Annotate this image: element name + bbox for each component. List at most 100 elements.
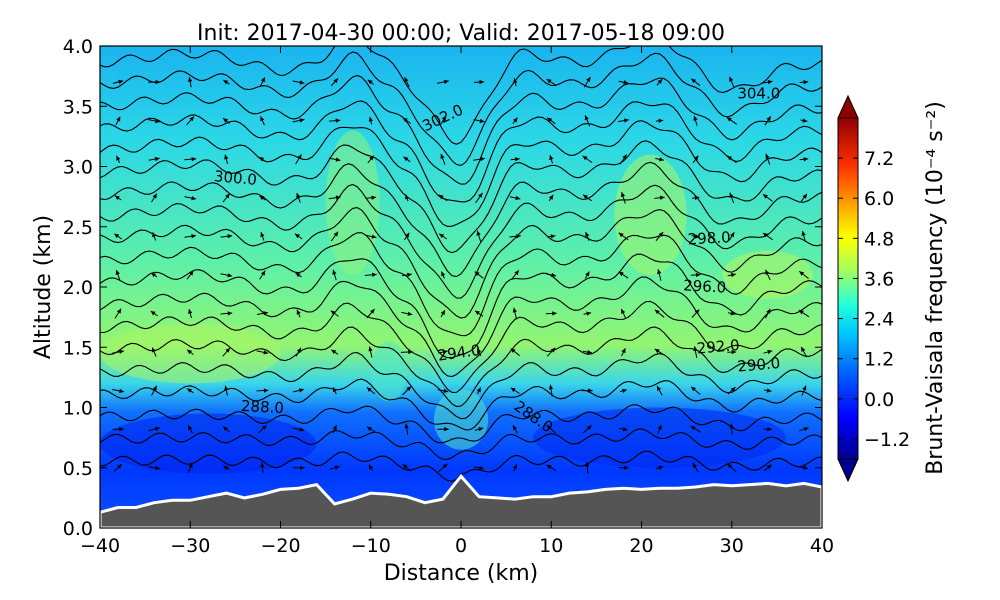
wind-arrow bbox=[692, 462, 700, 473]
wind-arrow bbox=[441, 271, 446, 279]
wind-arrow bbox=[762, 193, 773, 202]
wind-arrow bbox=[619, 154, 628, 165]
wind-arrow bbox=[476, 230, 482, 243]
wind-arrow bbox=[112, 349, 124, 354]
y-tick-label: 0.0 bbox=[63, 518, 93, 540]
colorbar: −1.2 0.0 1.2 2.4 3.6 4.8 6.0 7.2 Brunt-Vaisala … bbox=[837, 94, 948, 483]
field-highlight bbox=[370, 341, 407, 402]
isentrope-line bbox=[100, 183, 822, 299]
wind-arrow bbox=[475, 192, 483, 204]
wind-arrow bbox=[438, 349, 448, 355]
y-tick-label: 3.5 bbox=[63, 96, 93, 118]
wind-arrow bbox=[440, 309, 446, 318]
wind-arrow bbox=[368, 116, 373, 125]
wind-arrow bbox=[548, 384, 554, 397]
wind-arrow bbox=[116, 155, 121, 164]
wind-arrow bbox=[690, 272, 701, 278]
wind-arrow bbox=[474, 310, 484, 317]
wind-arrow bbox=[222, 193, 231, 203]
wind-arrow bbox=[727, 349, 737, 355]
wind-arrow bbox=[294, 233, 303, 240]
wind-arrow bbox=[368, 464, 374, 472]
wind-arrow bbox=[763, 464, 772, 472]
wind-arrow bbox=[549, 154, 554, 164]
field-highlight bbox=[533, 407, 786, 468]
wind-arrow bbox=[692, 155, 699, 164]
wind-arrow bbox=[799, 427, 809, 432]
wind-arrow bbox=[618, 271, 629, 279]
wind-arrow bbox=[727, 272, 736, 278]
wind-arrow bbox=[188, 308, 193, 319]
wind-arrow bbox=[473, 118, 485, 124]
wind-arrow bbox=[582, 425, 592, 434]
wind-arrow bbox=[295, 154, 302, 165]
wind-arrow bbox=[619, 427, 628, 432]
wind-arrow bbox=[186, 388, 194, 394]
contour-label: 298.0 bbox=[687, 228, 731, 248]
wind-arrow bbox=[800, 118, 808, 123]
colorbar-label: Brunt-Vaisala frequency (10⁻⁴ s⁻²) bbox=[923, 101, 948, 475]
wind-arrow bbox=[584, 115, 591, 127]
wind-arrow bbox=[582, 349, 592, 355]
wind-arrow bbox=[295, 347, 302, 357]
wind-arrow bbox=[762, 232, 773, 241]
wind-arrow bbox=[799, 80, 809, 85]
wind-arrow bbox=[293, 388, 304, 393]
wind-arrow bbox=[260, 116, 265, 126]
wind-arrow bbox=[404, 76, 410, 88]
wind-arrow bbox=[693, 346, 698, 358]
wind-arrow bbox=[474, 79, 485, 85]
wind-arrow bbox=[437, 388, 449, 393]
isentrope-line bbox=[100, 74, 822, 185]
isentrope-line bbox=[100, 300, 822, 393]
wind-arrow bbox=[582, 194, 592, 202]
wind-arrow bbox=[512, 117, 518, 125]
wind-arrow bbox=[585, 461, 590, 474]
wind-arrow bbox=[332, 387, 337, 395]
contour-label: 300.0 bbox=[213, 167, 257, 189]
wind-arrow bbox=[800, 193, 808, 203]
terrain bbox=[100, 473, 822, 528]
wind-arrow bbox=[654, 195, 665, 200]
wind-arrow bbox=[727, 386, 736, 395]
y-tick-label: 1.0 bbox=[63, 398, 93, 420]
wind-arrow bbox=[546, 117, 556, 125]
wind-arrow bbox=[224, 154, 229, 165]
isentrope-line bbox=[100, 46, 822, 145]
contour-label: 292.0 bbox=[696, 336, 740, 358]
wind-arrow bbox=[331, 349, 339, 355]
wind-arrow bbox=[259, 77, 266, 88]
wind-arrow bbox=[511, 269, 520, 280]
wind-arrow bbox=[510, 348, 520, 357]
wind-arrow bbox=[364, 272, 377, 277]
x-axis-label: Distance (km) bbox=[384, 561, 539, 586]
wind-arrow bbox=[765, 308, 771, 319]
colorbar-tick-label: 6.0 bbox=[864, 188, 894, 210]
wind-arrow bbox=[546, 272, 557, 278]
wind-arrow bbox=[184, 196, 197, 201]
wind-arrow bbox=[148, 426, 161, 432]
wind-arrow bbox=[691, 234, 700, 239]
x-tick-label: −20 bbox=[260, 535, 300, 557]
wind-arrow bbox=[655, 157, 665, 162]
wind-arrow bbox=[656, 385, 663, 396]
wind-arrow bbox=[654, 309, 665, 318]
wind-arrow bbox=[112, 79, 124, 85]
wind-arrow bbox=[367, 155, 375, 164]
wind-arrow bbox=[618, 232, 629, 241]
wind-arrow bbox=[402, 463, 412, 472]
y-tick-label: 2.5 bbox=[63, 217, 93, 239]
wind-arrow bbox=[114, 195, 122, 201]
wind-arrow bbox=[115, 116, 121, 126]
wind-arrow bbox=[329, 465, 340, 470]
wind-arrow bbox=[546, 424, 557, 434]
wind-arrow bbox=[693, 115, 698, 126]
y-axis-label: Altitude (km) bbox=[31, 215, 56, 359]
x-tick-label: −30 bbox=[170, 535, 210, 557]
wind-arrow bbox=[727, 463, 737, 473]
x-tick-label: 40 bbox=[810, 535, 834, 557]
wind-arrow bbox=[656, 78, 663, 86]
y-axis: 0.0 0.5 1.0 1.5 2.0 2.5 3.0 3.5 4.0 bbox=[63, 36, 822, 540]
wind-arrow bbox=[365, 234, 377, 239]
wind-arrow bbox=[690, 78, 701, 86]
